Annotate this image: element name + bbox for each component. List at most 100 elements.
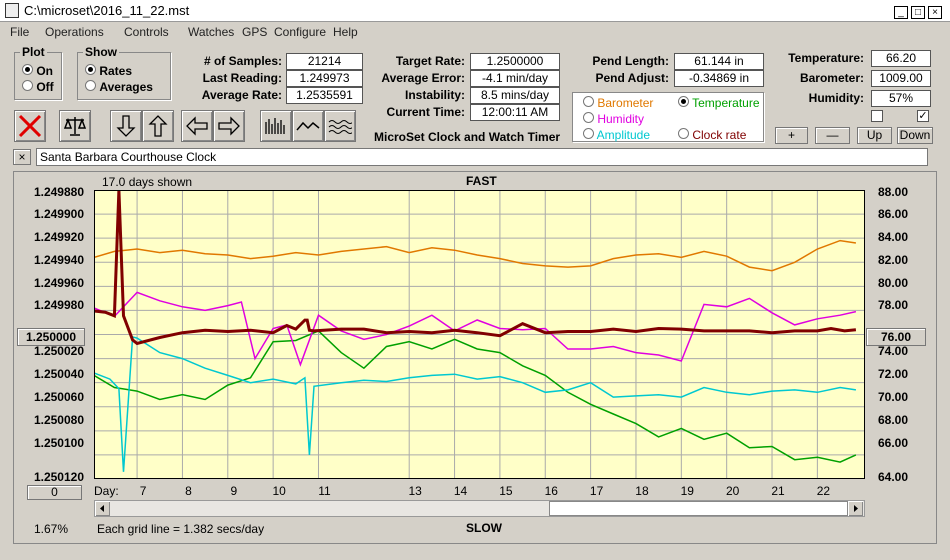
menu-configure[interactable]: Configure (274, 25, 327, 39)
humidity-label: Humidity: (808, 91, 864, 105)
barometer-label: Barometer: (799, 71, 864, 85)
option-humidity[interactable]: Humidity (583, 112, 644, 126)
show-group (77, 52, 171, 100)
average-error-value: -4.1 min/day (470, 70, 560, 87)
menu-controls[interactable]: Controls (124, 25, 169, 39)
series-line-temperature (94, 330, 857, 463)
right-axis-tick-label: 64.00 (877, 470, 908, 484)
option-clock-rate[interactable]: Clock rate (678, 128, 746, 142)
average-rate-label: Average Rate: (201, 88, 282, 102)
left-axis-tick-label: 1.249900 (33, 207, 84, 221)
center-rate-button[interactable]: 1.250000 (17, 328, 85, 346)
arrow-down-button[interactable] (110, 110, 142, 142)
menu-operations[interactable]: Operations (45, 25, 104, 39)
pend-adjust-value: -0.34869 in (674, 70, 764, 87)
scroll-right-button[interactable] (848, 501, 863, 516)
plus-button[interactable]: + (775, 127, 808, 144)
show-averages-radio[interactable]: Averages (85, 80, 153, 94)
right-axis-tick-label: 70.00 (877, 390, 908, 404)
x-axis-tick-label: 16 (544, 484, 558, 498)
checkbox-2[interactable]: ✓ (917, 110, 929, 122)
right-axis-tick-label: 66.00 (877, 436, 908, 450)
minus-button[interactable]: — (815, 127, 850, 144)
bars-view-button[interactable] (260, 110, 292, 142)
slow-label: SLOW (466, 521, 502, 535)
arrow-right-button[interactable] (213, 110, 245, 142)
close-clock-button[interactable]: × (13, 149, 31, 165)
arrow-up-button[interactable] (142, 110, 174, 142)
right-axis-selector (572, 92, 764, 142)
option-clock-rate-label: Clock rate (692, 128, 747, 142)
x-axis-tick-label: 20 (725, 484, 740, 498)
right-axis-tick-label: 80.00 (877, 276, 908, 290)
pend-length-value: 61.144 in (674, 53, 764, 70)
option-temperature[interactable]: Temperature (678, 96, 760, 110)
close-button[interactable]: × (928, 6, 942, 19)
option-barometer-label: Barometer (597, 96, 654, 110)
left-axis-tick-label: 1.249940 (33, 253, 84, 267)
days-shown-label: 17.0 days shown (102, 175, 193, 189)
plot-off-radio[interactable]: Off (22, 80, 54, 94)
down-button[interactable]: Down (897, 127, 933, 144)
left-axis-tick-label: 1.249920 (33, 230, 84, 244)
show-rates-radio[interactable]: Rates (85, 64, 132, 78)
right-axis-tick-label: 72.00 (877, 367, 908, 381)
right-axis-tick-label: 68.00 (877, 413, 908, 427)
average-error-label: Average Error: (381, 71, 465, 85)
target-rate-label: Target Rate: (395, 54, 465, 68)
show-group-title: Show (83, 45, 119, 59)
left-axis-tick-label: 1.250120 (33, 470, 84, 484)
last-reading-value: 1.249973 (286, 70, 363, 87)
show-averages-label: Averages (99, 80, 153, 94)
center-temp-button[interactable]: 76.00 (866, 328, 926, 346)
chart-plot (94, 190, 865, 479)
balance-button[interactable] (59, 110, 91, 142)
scroll-left-button[interactable] (95, 501, 110, 516)
app-name-label: MicroSet Clock and Watch Timer (374, 130, 561, 144)
menu-gps[interactable]: GPS (242, 25, 268, 39)
menu-watches[interactable]: Watches (188, 25, 235, 39)
series-line-clock-rate (94, 190, 857, 346)
option-barometer[interactable]: Barometer (583, 96, 653, 110)
x-axis-tick-label: 14 (453, 484, 468, 498)
menu-file[interactable]: File (10, 25, 30, 39)
radio-empty-icon (583, 128, 594, 139)
maximize-button[interactable]: □ (911, 6, 925, 19)
clear-button[interactable] (14, 110, 46, 142)
plot-on-radio[interactable]: On (22, 64, 53, 78)
scroll-left-icon (100, 505, 104, 512)
line-view-button[interactable] (292, 110, 324, 142)
window-title: C:\microset\2016_11_22.mst (24, 3, 190, 18)
left-axis-tick-label: 1.249960 (33, 276, 84, 290)
radio-empty-icon (678, 128, 689, 139)
option-amplitude[interactable]: Amplitude (583, 128, 650, 142)
right-axis-tick-label: 78.00 (877, 298, 908, 312)
x-axis-tick-label: 9 (230, 484, 238, 498)
option-amplitude-label: Amplitude (596, 128, 651, 142)
minimize-button[interactable]: _ (894, 6, 908, 19)
up-button[interactable]: Up (857, 127, 892, 144)
x-axis-tick-label: 10 (272, 484, 286, 498)
x-axis-tick-label: 11 (318, 484, 331, 498)
clock-name-input[interactable]: Santa Barbara Courthouse Clock (36, 148, 928, 166)
arrow-right-icon (218, 116, 240, 136)
checkbox-1[interactable] (871, 110, 883, 122)
instability-value: 8.5 mins/day (470, 87, 560, 104)
menu-help[interactable]: Help (333, 25, 358, 39)
arrow-down-icon (116, 115, 136, 137)
temperature-value: 66.20 (871, 50, 931, 67)
instability-label: Instability: (404, 88, 465, 102)
scroll-right-icon (854, 505, 858, 512)
wave-view-button[interactable] (324, 110, 356, 142)
show-rates-label: Rates (99, 64, 133, 78)
arrow-left-button[interactable] (181, 110, 213, 142)
x-axis-tick-label: 22 (816, 484, 831, 498)
app-icon (5, 3, 19, 18)
series-line-barometer (94, 239, 857, 272)
scroll-thumb[interactable] (549, 501, 848, 516)
offset-button[interactable]: 0 (27, 485, 82, 500)
x-axis-tick-label: 18 (635, 484, 649, 498)
option-humidity-label: Humidity (597, 112, 645, 126)
arrow-left-icon (186, 116, 208, 136)
samples-value: 21214 (286, 53, 363, 70)
